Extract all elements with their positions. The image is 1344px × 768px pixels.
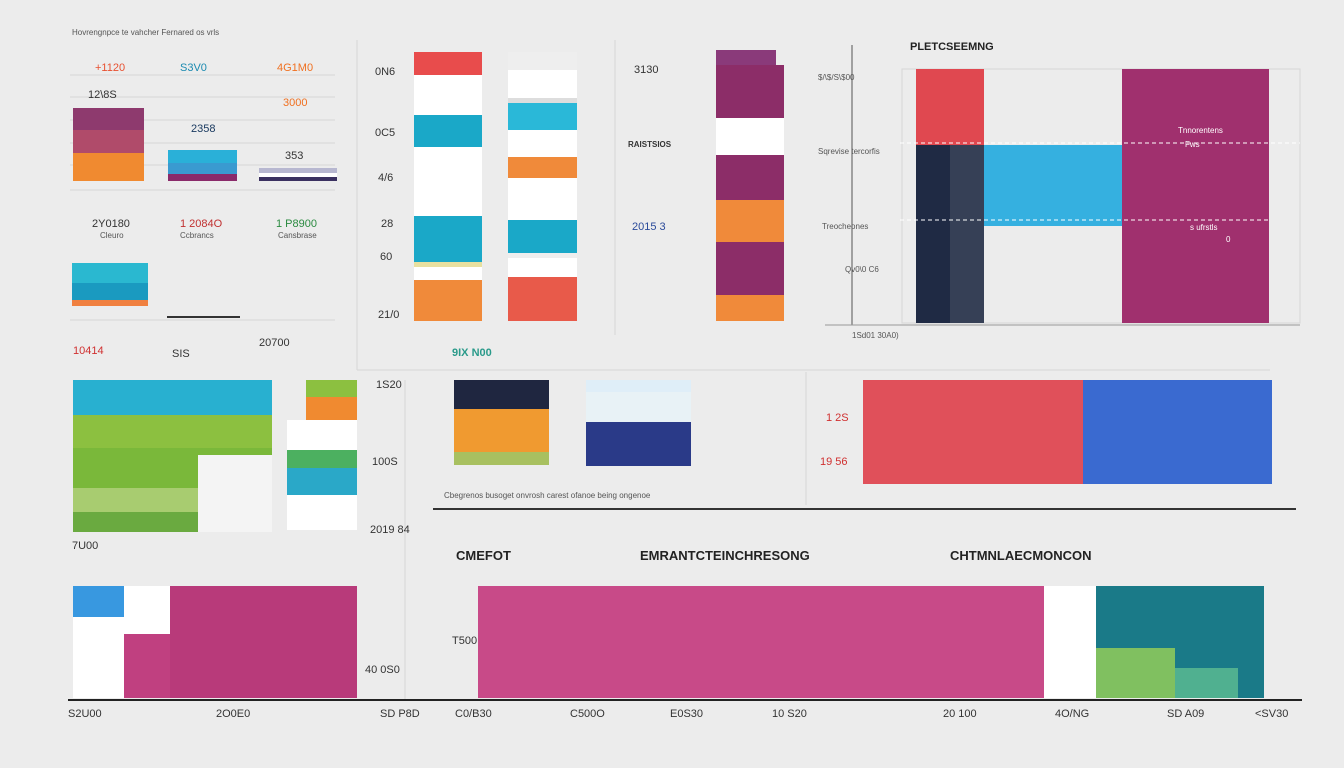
axis-label: 21/0 <box>378 309 400 321</box>
value: 20700 <box>259 337 290 349</box>
value: 353 <box>285 150 304 162</box>
axis-label: 2019 84 <box>370 524 410 536</box>
x-tick-label: <SV30 <box>1255 708 1289 720</box>
value: 12\8S <box>88 89 117 101</box>
value: +1120 <box>95 62 126 74</box>
stat-label: Ccbrancs <box>180 231 214 240</box>
axis-label: 0C5 <box>375 127 396 139</box>
x-tick-label: SD P8D <box>380 708 420 720</box>
x-tick-label: C0/B30 <box>455 708 492 720</box>
stat: 2Y0180 <box>92 218 130 230</box>
blocks <box>73 380 1272 532</box>
x-tick-label: C500O <box>570 708 605 720</box>
axis-label: 1 2S <box>826 412 849 424</box>
axis-label: 100S <box>372 456 398 468</box>
x-tick-label: E0S30 <box>670 708 704 720</box>
chart-title: PLETCSEEMNG <box>910 41 994 53</box>
axis-label: 60 <box>380 251 393 263</box>
heading: CMEFOT <box>456 548 511 563</box>
note: Fws <box>1185 140 1200 149</box>
axis-label: 4/6 <box>378 172 394 184</box>
axis-label: 40 0S0 <box>365 664 400 676</box>
bar <box>73 153 144 181</box>
note: s ufrstls <box>1190 223 1218 232</box>
bar <box>73 130 144 153</box>
axis-label: 1S20 <box>376 379 402 391</box>
axis-label: 19 56 <box>820 456 848 468</box>
x-tick-label: 4O/NG <box>1055 708 1090 720</box>
note: 0 <box>1226 235 1231 244</box>
value: 3000 <box>283 97 308 109</box>
label: 2015 3 <box>632 221 666 233</box>
stat-label: Cleuro <box>100 231 124 240</box>
stat-label: Cansbrase <box>278 231 317 240</box>
stat: 1 2084O <box>180 218 223 230</box>
bar <box>259 177 337 181</box>
x-tick-label: 20 100 <box>943 708 977 720</box>
heading: CHTMNLAECMONCON <box>950 548 1092 563</box>
axis-label: 7U00 <box>72 540 99 552</box>
stat: 1 P8900 <box>276 218 317 230</box>
bar <box>168 163 237 174</box>
x-tick-label: S2U00 <box>68 708 102 720</box>
caption: Cbegrenos busoget onvrosh carest ofanoe … <box>444 491 651 500</box>
stack <box>414 52 577 321</box>
axis-label: $/\$/S\$00 <box>818 73 855 82</box>
stack <box>716 50 784 321</box>
value: 10414 <box>73 345 104 357</box>
bar <box>72 283 148 300</box>
bar <box>72 263 148 283</box>
label: 3130 <box>634 64 659 76</box>
note: Tnnorentens <box>1178 126 1223 135</box>
value: SIS <box>172 348 190 360</box>
bar <box>168 174 237 181</box>
value: 2358 <box>191 123 216 135</box>
value: S3V0 <box>180 62 207 74</box>
axis-label: Sqrevise tercorfis <box>818 147 880 156</box>
axis-label: 0N6 <box>375 66 396 78</box>
bar <box>259 173 337 177</box>
axis-label: Treocheones <box>822 222 869 231</box>
x-tick-label: 10 S20 <box>772 708 807 720</box>
bar <box>72 300 148 306</box>
label: RAISTSIOS <box>628 140 672 149</box>
blocks <box>73 586 1264 698</box>
axis-label: 28 <box>381 218 394 230</box>
bar <box>73 108 144 130</box>
blocks <box>900 69 1300 323</box>
x-tick-label: SD A09 <box>1167 708 1205 720</box>
axis-label: 1Sd01 30A0) <box>852 331 899 340</box>
value: 4G1M0 <box>277 62 314 74</box>
bar <box>168 150 237 163</box>
x-tick-label: 2O0E0 <box>216 708 251 720</box>
axis-label: T500 <box>452 635 478 647</box>
tag: 9IX N00 <box>452 347 492 359</box>
bar <box>259 168 337 173</box>
heading: EMRANTCTEINCHRESONG <box>640 548 810 563</box>
axis-label: Qv0\0 C6 <box>845 265 879 274</box>
caption: Hovrengnpce te vahcher Fernared os vrls <box>72 28 220 37</box>
